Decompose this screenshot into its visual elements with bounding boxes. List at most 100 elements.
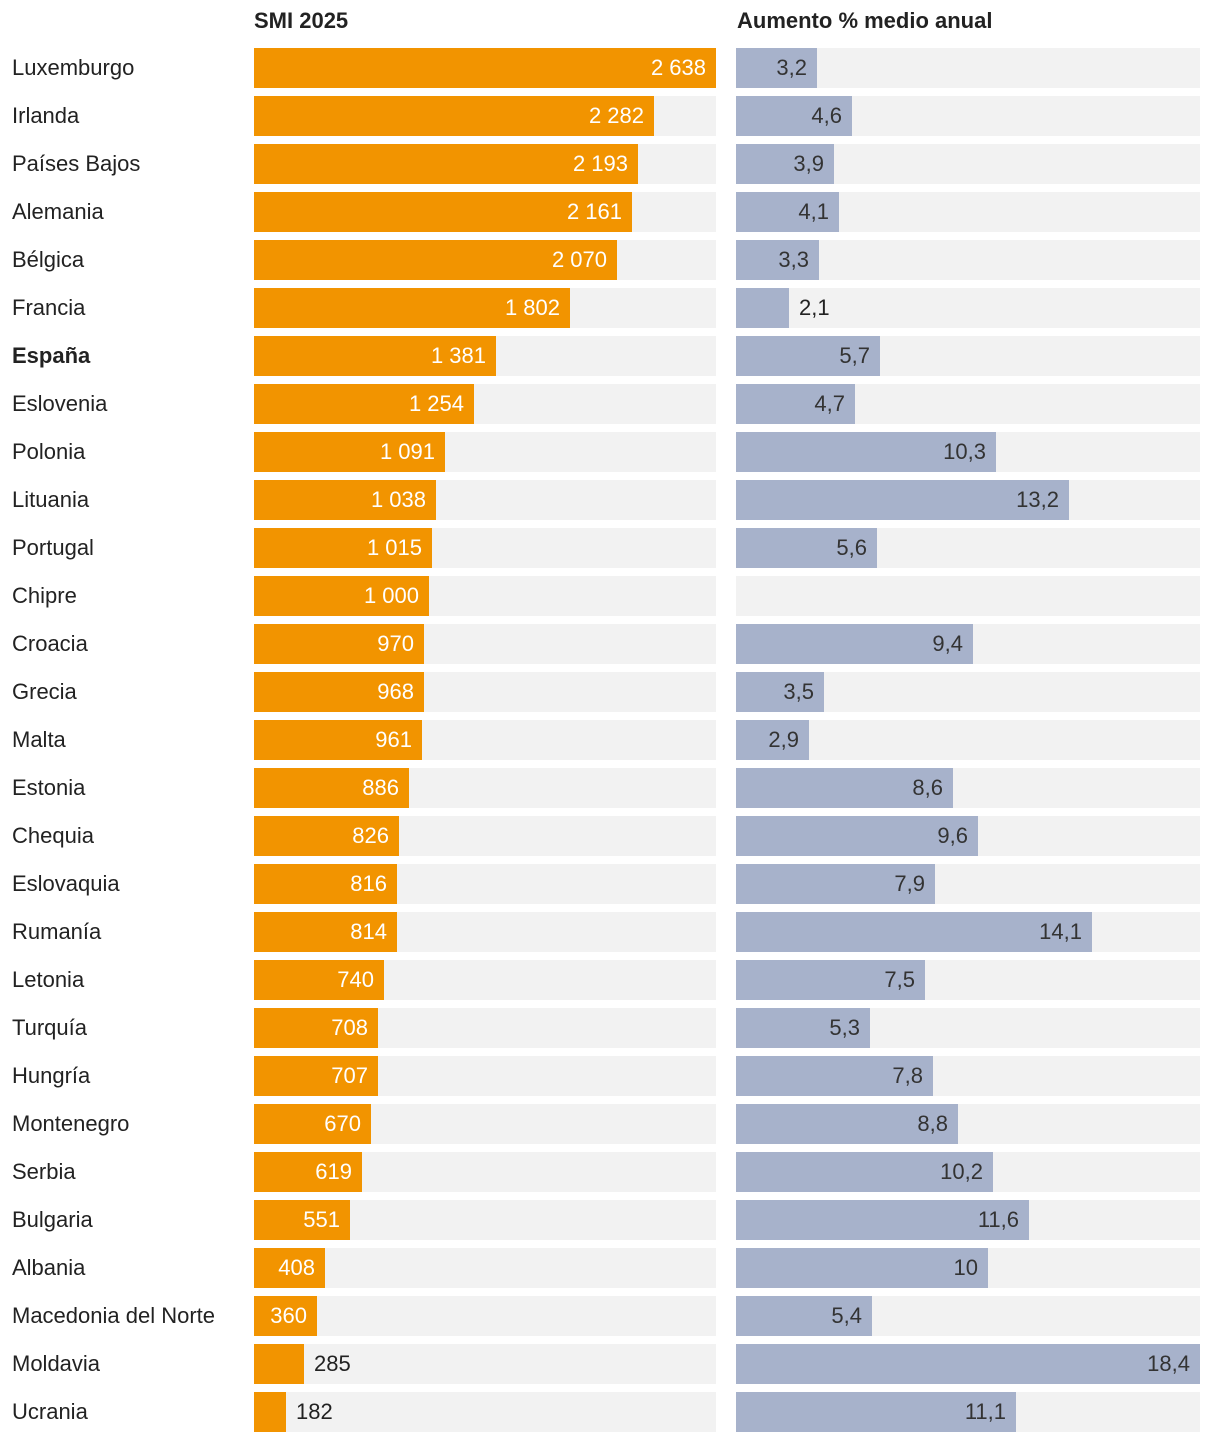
increase-bar — [736, 1200, 1029, 1240]
smi-bar — [254, 432, 445, 472]
chart-row: Grecia 968 3,5 — [0, 672, 1220, 712]
increase-value-label: 10,2 — [940, 1159, 983, 1184]
category-label: Letonia — [12, 967, 85, 992]
increase-bar — [736, 1344, 1200, 1384]
smi-track: 740 — [254, 960, 716, 1000]
increase-track: 8,8 — [736, 1104, 1200, 1144]
smi-track: 2 070 — [254, 240, 716, 280]
smi-track: 551 — [254, 1200, 716, 1240]
smi-value-label: 551 — [303, 1207, 340, 1232]
smi-track: 408 — [254, 1248, 716, 1288]
increase-value-label: 11,6 — [977, 1207, 1019, 1232]
increase-track: 7,8 — [736, 1056, 1200, 1096]
smi-bar — [254, 768, 409, 808]
smi-bar — [254, 816, 399, 856]
increase-track: 10 — [736, 1248, 1200, 1288]
increase-value-label: 9,6 — [937, 823, 968, 848]
chart-row: Albania 408 10 — [0, 1248, 1220, 1288]
smi-track: 886 — [254, 768, 716, 808]
smi-value-label: 886 — [362, 775, 399, 800]
smi-value-label: 814 — [350, 919, 387, 944]
increase-bar — [736, 1296, 872, 1336]
increase-bar — [736, 336, 880, 376]
increase-value-label: 10 — [953, 1255, 978, 1280]
category-label: Serbia — [12, 1159, 76, 1184]
increase-value-label: 14,1 — [1039, 919, 1082, 944]
increase-track: 11,1 — [736, 1392, 1200, 1432]
increase-bar — [736, 432, 996, 472]
category-label: Grecia — [12, 679, 77, 704]
smi-value-label: 285 — [314, 1351, 351, 1376]
smi-value-label: 2 161 — [566, 199, 622, 224]
increase-track: 2,1 — [736, 288, 1200, 328]
smi-track: 826 — [254, 816, 716, 856]
smi-bar — [254, 384, 474, 424]
category-label: Rumanía — [12, 919, 102, 944]
increase-track — [736, 576, 1200, 616]
increase-track: 13,2 — [736, 480, 1200, 520]
category-label: Bélgica — [12, 247, 85, 272]
increase-value-label: 5,3 — [829, 1015, 860, 1040]
smi-bar — [254, 192, 632, 232]
chart-row: Macedonia del Norte 360 5,4 — [0, 1296, 1220, 1336]
smi-value-label: 961 — [375, 727, 412, 752]
smi-bar — [254, 528, 432, 568]
chart-row: Bulgaria 551 11,6 — [0, 1200, 1220, 1240]
chart-row: España 1 381 5,7 — [0, 336, 1220, 376]
increase-value-label: 5,6 — [836, 535, 867, 560]
category-label: Hungría — [12, 1063, 91, 1088]
increase-value-label: 2,9 — [768, 727, 799, 752]
smi-value-label: 2 193 — [572, 151, 628, 176]
increase-bar — [736, 528, 877, 568]
increase-value-label: 5,4 — [831, 1303, 862, 1328]
increase-track: 3,5 — [736, 672, 1200, 712]
smi-value-label: 970 — [377, 631, 414, 656]
smi-value-label: 740 — [337, 967, 374, 992]
increase-track: 4,6 — [736, 96, 1200, 136]
smi-bar — [254, 1344, 304, 1384]
category-label: Bulgaria — [12, 1207, 93, 1232]
smi-value-label: 619 — [315, 1159, 352, 1184]
smi-track: 670 — [254, 1104, 716, 1144]
increase-track: 4,1 — [736, 192, 1200, 232]
smi-track: 970 — [254, 624, 716, 664]
increase-track: 3,2 — [736, 48, 1200, 88]
increase-bar — [736, 672, 824, 712]
category-label: Chipre — [12, 583, 77, 608]
smi-track: 814 — [254, 912, 716, 952]
smi-bar — [254, 720, 422, 760]
chart-row: Estonia 886 8,6 — [0, 768, 1220, 808]
chart-row: Chequia 826 9,6 — [0, 816, 1220, 856]
category-label: Francia — [12, 295, 86, 320]
increase-value-label: 13,2 — [1016, 487, 1059, 512]
smi-track: 1 091 — [254, 432, 716, 472]
smi-bar — [254, 1392, 286, 1432]
smi-track: 1 381 — [254, 336, 716, 376]
chart-row: Polonia 1 091 10,3 — [0, 432, 1220, 472]
increase-track: 5,4 — [736, 1296, 1200, 1336]
increase-track: 3,9 — [736, 144, 1200, 184]
increase-track: 4,7 — [736, 384, 1200, 424]
increase-track: 7,5 — [736, 960, 1200, 1000]
increase-bar — [736, 48, 817, 88]
increase-bar — [736, 816, 978, 856]
increase-bar — [736, 1392, 1016, 1432]
smi-track: 961 — [254, 720, 716, 760]
smi-value-label: 816 — [350, 871, 387, 896]
smi-value-label: 1 015 — [366, 535, 422, 560]
smi-bar — [254, 1152, 362, 1192]
smi-bar — [254, 1200, 350, 1240]
increase-track: 10,2 — [736, 1152, 1200, 1192]
increase-track: 5,7 — [736, 336, 1200, 376]
smi-track: 968 — [254, 672, 716, 712]
chart-row: Francia 1 802 2,1 — [0, 288, 1220, 328]
category-label: Irlanda — [12, 103, 80, 128]
smi-track: 1 802 — [254, 288, 716, 328]
increase-value-label: 3,2 — [776, 55, 807, 80]
category-label: Eslovenia — [12, 391, 108, 416]
increase-value-label: 3,9 — [793, 151, 824, 176]
increase-bar — [736, 624, 973, 664]
smi-value-label: 1 091 — [379, 439, 435, 464]
increase-track: 14,1 — [736, 912, 1200, 952]
smi-bar — [254, 96, 654, 136]
